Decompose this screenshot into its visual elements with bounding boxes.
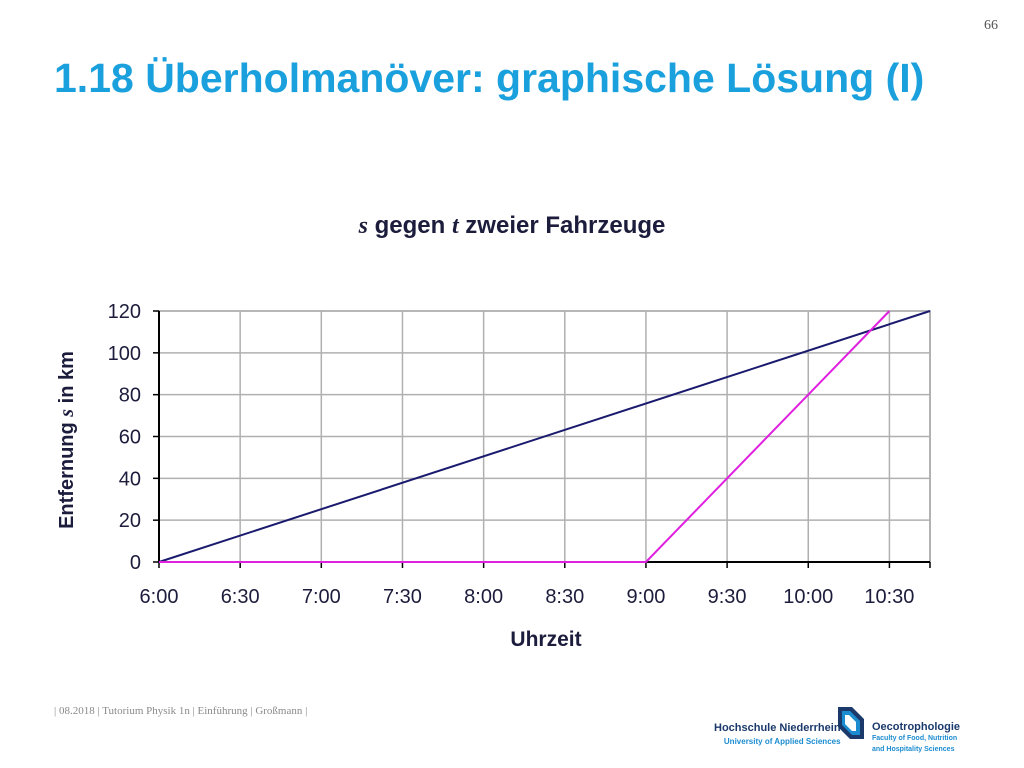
y-tick-label: 60	[119, 427, 141, 449]
y-axis-label-part1: Entfernung	[56, 417, 78, 529]
chart-title-part2: zweier Fahrzeuge	[458, 212, 666, 239]
hochschule-sub: University of Applied Sciences	[723, 737, 841, 746]
x-axis-label: Uhrzeit	[510, 628, 581, 651]
slide-title: 1.18 Überholmanöver: graphische Lösung (…	[54, 55, 925, 101]
x-tick-label: 8:00	[464, 586, 503, 608]
y-tick-label: 100	[108, 343, 141, 365]
hochschule-name: Hochschule Niederrhein	[714, 722, 841, 734]
chart: 6:00 6:30 7:00 7:30 8:00 8:30 9:00 9:30 10:00 10:…	[56, 301, 931, 651]
y-axis-label-part2: in km	[56, 351, 78, 409]
x-tick-label: 10:00	[783, 586, 833, 608]
x-tick-labels: 6:00 6:30 7:00 7:30 8:00 8:30 9:00 9:30 10:00 10:…	[140, 586, 915, 608]
x-tick-label: 9:30	[708, 586, 747, 608]
x-tick-label: 6:30	[221, 586, 260, 608]
series-line-2	[159, 310, 891, 563]
y-tick-label: 20	[119, 510, 141, 532]
faculty-sub-2: and Hospitality Sciences	[872, 746, 955, 753]
y-tick-labels: 0 20 40 60 80 100 120	[108, 301, 141, 574]
y-tick-label: 80	[119, 385, 141, 407]
chart-title: s gegen t zweier Fahrzeuge	[0, 212, 1024, 240]
x-tick-label: 7:30	[383, 586, 422, 608]
chart-title-var-t: t	[451, 213, 459, 239]
page-number: 66	[984, 18, 998, 33]
x-tick-label: 9:00	[626, 586, 665, 608]
chart-title-part1: gegen	[367, 212, 452, 239]
x-tick-label: 8:30	[545, 586, 584, 608]
faculty-name: Oecotrophologie	[872, 721, 960, 733]
x-tick-label: 7:00	[302, 586, 341, 608]
y-axis-label-var-s: s	[56, 409, 78, 418]
x-tick-label: 10:30	[864, 586, 914, 608]
y-tick-label: 0	[130, 552, 141, 574]
y-tick-label: 120	[108, 301, 141, 323]
hochschule-logo-icon	[838, 707, 864, 739]
faculty-logo-text: Oecotrophologie Faculty of Food, Nutriti…	[872, 722, 960, 755]
footer: | 08.2018 | Tutorium Physik 1n | Einführ…	[54, 705, 308, 717]
chart-title-var-s: s	[358, 213, 368, 239]
y-axis-label: Entfernung s in km	[56, 351, 78, 529]
series-line-1	[158, 310, 931, 563]
y-tick-label: 40	[119, 468, 141, 490]
chart-series	[158, 310, 931, 563]
x-tick-label: 6:00	[140, 586, 179, 608]
hochschule-logo-text: Hochschule Niederrhein University of App…	[714, 722, 841, 748]
faculty-sub-1: Faculty of Food, Nutrition	[872, 735, 958, 742]
